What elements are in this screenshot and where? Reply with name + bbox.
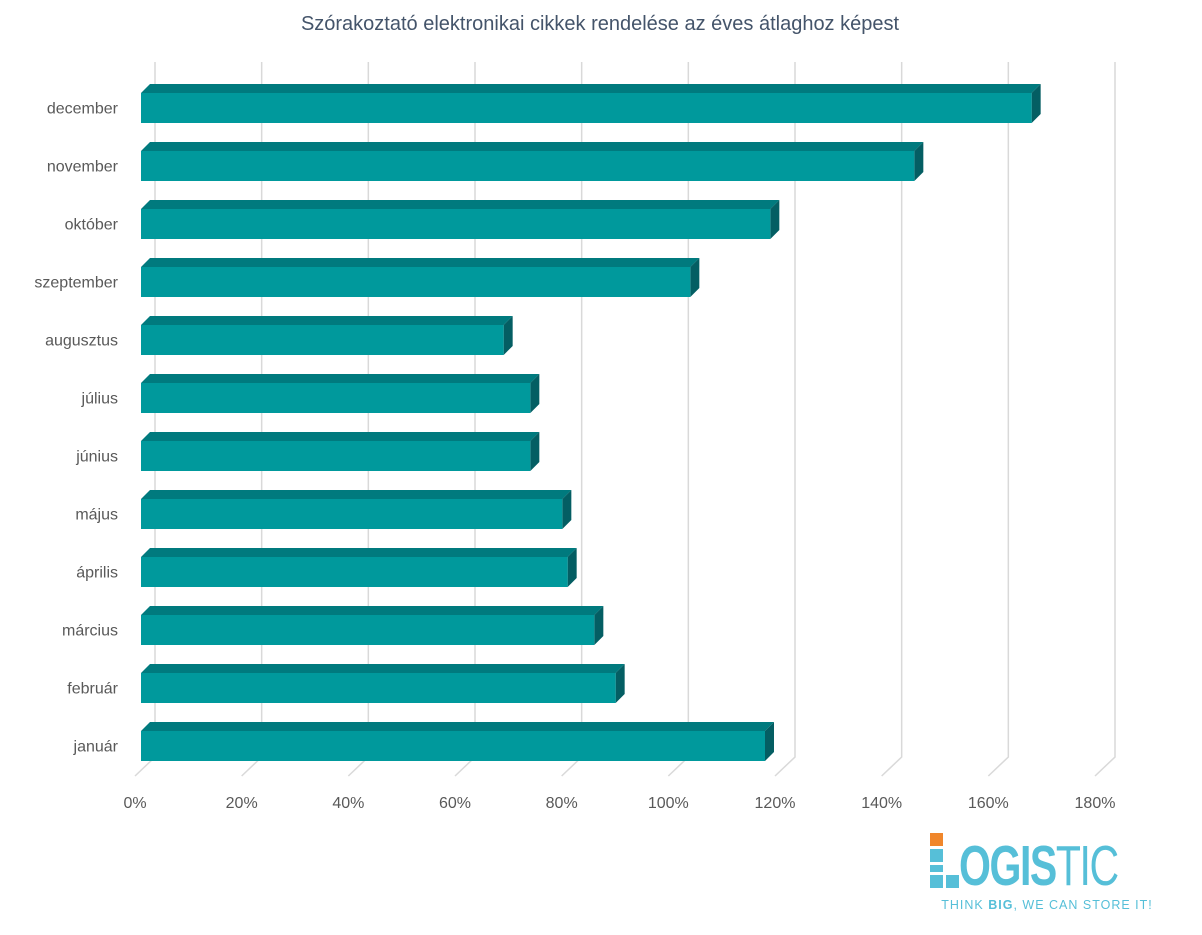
bar-front-face [141, 93, 1032, 123]
bar-side-face [530, 432, 540, 471]
bar-front-face [141, 151, 915, 181]
category-label: szeptember [34, 275, 118, 292]
x-tick-label: 0% [123, 795, 146, 812]
bar-group [141, 316, 513, 355]
x-tick-label: 60% [439, 795, 471, 812]
bar-front-face [141, 383, 531, 413]
bar-front-face [141, 615, 595, 645]
category-label: augusztus [45, 333, 118, 350]
bar-group [141, 606, 604, 645]
bar-top-face [141, 316, 513, 325]
logo-text-light: TIC [1055, 834, 1119, 898]
bar-top-face [141, 548, 577, 557]
bar-group [141, 722, 774, 761]
tagline-bold: BIG [988, 898, 1014, 912]
category-label: május [75, 507, 118, 524]
category-label: február [67, 681, 118, 698]
gridline [881, 62, 903, 777]
category-label: október [65, 217, 119, 234]
gridline [774, 62, 796, 777]
category-label: november [47, 159, 119, 176]
bar-top-face [141, 84, 1041, 93]
bar-group [141, 548, 577, 587]
bar-top-face [141, 606, 604, 615]
bar-top-face [141, 374, 540, 383]
logo-square-orange-icon [930, 833, 943, 846]
bar-side-face [914, 142, 924, 181]
x-tick-label: 20% [226, 795, 258, 812]
bar-group [141, 84, 1041, 123]
x-tick-label: 40% [332, 795, 364, 812]
category-label: január [73, 739, 119, 756]
bar-side-face [503, 316, 513, 355]
bar-front-face [141, 267, 691, 297]
bar-group [141, 200, 780, 239]
bar-front-face [141, 499, 563, 529]
category-label: március [62, 623, 118, 640]
bar-group [141, 258, 700, 297]
category-label: április [76, 565, 118, 582]
logo-tagline: THINK BIG, WE CAN STORE IT! [928, 898, 1166, 912]
x-tick-label: 140% [861, 795, 902, 812]
logo-square-blue-thin-icon [930, 865, 943, 872]
logo-square-blue-icon [930, 849, 943, 862]
bar-side-face [567, 548, 577, 587]
gridline [1094, 62, 1116, 777]
bar-top-face [141, 722, 774, 731]
bar-group [141, 490, 572, 529]
bar-front-face [141, 209, 771, 239]
category-label: június [75, 449, 118, 466]
bar-side-face [765, 722, 774, 761]
bar-group [141, 664, 625, 703]
chart-title: Szórakoztató elektronikai cikkek rendelé… [300, 13, 900, 35]
bar-top-face [141, 490, 572, 499]
bar-top-face [141, 142, 924, 151]
category-label: július [81, 391, 118, 408]
logo-wordmark: OGISTIC [959, 834, 1119, 898]
x-tick-label: 180% [1075, 795, 1116, 812]
bar-top-face [141, 258, 700, 267]
bar-top-face [141, 664, 625, 673]
x-tick-label: 100% [648, 795, 689, 812]
bar-front-face [141, 325, 504, 355]
bar-side-face [615, 664, 625, 703]
x-tick-label: 160% [968, 795, 1009, 812]
bar-front-face [141, 441, 531, 471]
bar-group [141, 432, 540, 471]
logo-square-blue-foot-icon [946, 875, 959, 888]
bar-front-face [141, 673, 616, 703]
bar-side-face [594, 606, 604, 645]
x-tick-label: 80% [546, 795, 578, 812]
logo-text-bold: OGIS [959, 834, 1057, 898]
gridline [987, 62, 1010, 777]
tagline-pre: THINK [941, 898, 989, 912]
bar-side-face [770, 200, 780, 239]
bar-side-face [1031, 84, 1041, 123]
bar-front-face [141, 557, 568, 587]
bar-side-face [562, 490, 572, 529]
bar-top-face [141, 432, 540, 441]
bar-group [141, 374, 540, 413]
bar-group [141, 142, 924, 181]
bar-side-face [530, 374, 540, 413]
bar-top-face [141, 200, 780, 209]
bar-side-face [690, 258, 700, 297]
logistic-logo: OGISTIC THINK BIG, WE CAN STORE IT! [928, 830, 1166, 925]
logo-square-blue-icon [930, 875, 943, 888]
tagline-post: , WE CAN STORE IT! [1013, 898, 1153, 912]
bar-front-face [141, 731, 765, 761]
category-label: december [47, 101, 119, 118]
x-tick-label: 120% [755, 795, 796, 812]
